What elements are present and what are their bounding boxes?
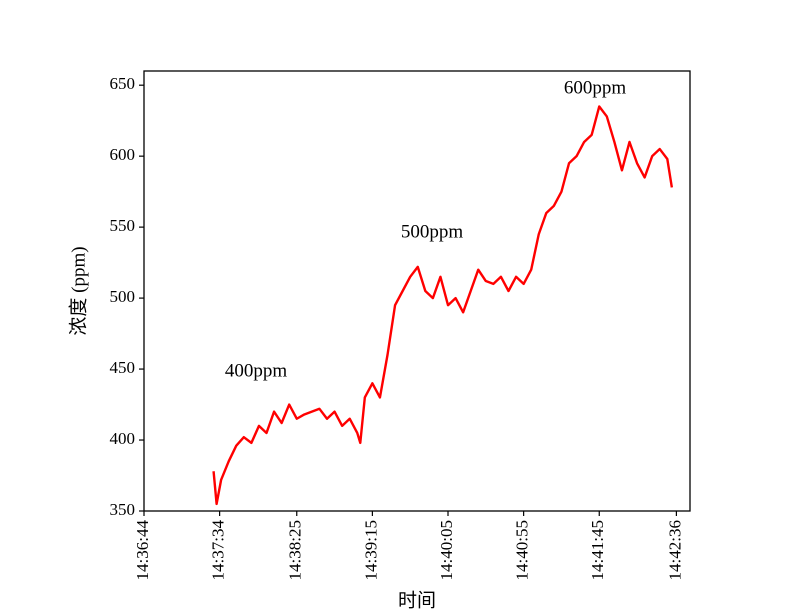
y-tick-label: 550: [110, 216, 136, 235]
data-line: [212, 105, 674, 506]
annotation: 400ppm: [225, 360, 288, 381]
x-tick-label: 14:38:25: [286, 520, 305, 580]
y-tick-label: 650: [110, 74, 136, 93]
x-tick-label: 14:39:15: [361, 520, 380, 580]
y-tick-label: 500: [110, 287, 136, 306]
x-tick-label: 14:37:34: [209, 520, 228, 581]
y-axis-title: 浓度 (ppm): [67, 246, 89, 335]
x-tick-label: 14:36:44: [133, 520, 152, 581]
y-tick-label: 450: [110, 358, 136, 377]
x-axis-title: 时间: [398, 589, 436, 611]
x-tick-label: 14:40:05: [437, 520, 456, 580]
x-tick-label: 14:42:36: [665, 520, 684, 580]
plot-frame: [143, 70, 691, 512]
x-tick-label: 14:41:45: [588, 520, 607, 580]
annotation: 600ppm: [564, 77, 627, 98]
x-tick-label: 14:40:55: [513, 520, 532, 580]
y-tick-label: 600: [110, 145, 136, 164]
annotation: 500ppm: [401, 221, 464, 242]
y-tick-label: 350: [110, 500, 136, 519]
y-tick-label: 400: [110, 429, 136, 448]
